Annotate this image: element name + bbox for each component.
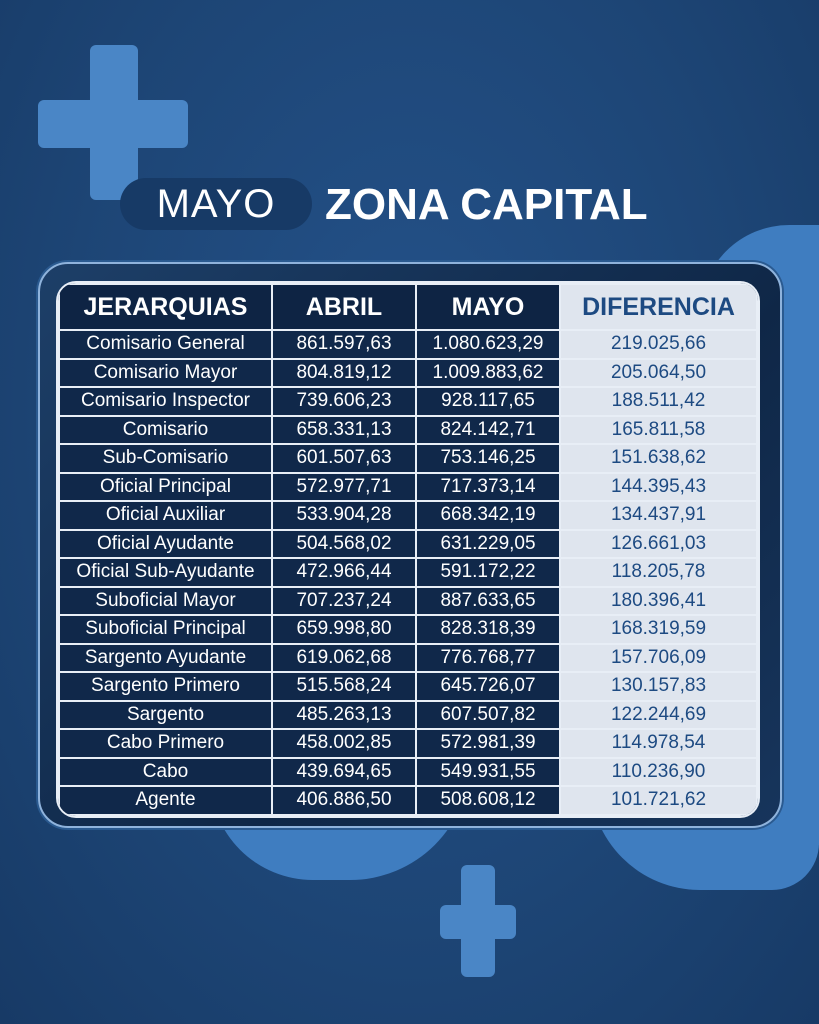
abril-cell: 533.904,28 [271,500,417,531]
diferencia-cell: 205.064,50 [559,357,758,388]
rank-cell: Sargento Ayudante [58,642,273,673]
table-row: Sub-Comisario 601.507,63 753.146,25 151.638… [58,443,758,474]
abril-cell: 659.998,80 [271,614,417,645]
rank-cell: Oficial Sub-Ayudante [58,557,273,588]
table-row: Sargento 485.263,13 607.507,82 122.244,69 [58,699,758,730]
mayo-cell: 549.931,55 [415,756,561,787]
mayo-cell: 591.172,22 [415,557,561,588]
mayo-cell: 508.608,12 [415,785,561,816]
table-row: Oficial Ayudante 504.568,02 631.229,05 126.… [58,528,758,559]
plus-icon [440,865,516,977]
abril-cell: 707.237,24 [271,585,417,616]
table-row: Cabo 439.694,65 549.931,55 110.236,90 [58,756,758,787]
abril-cell: 439.694,65 [271,756,417,787]
mayo-cell: 572.981,39 [415,728,561,759]
rank-cell: Comisario Mayor [58,357,273,388]
mayo-cell: 1.080.623,29 [415,329,561,360]
rank-cell: Comisario General [58,329,273,360]
abril-cell: 601.507,63 [271,443,417,474]
table-row: Suboficial Mayor 707.237,24 887.633,65 180.… [58,585,758,616]
mayo-cell: 668.342,19 [415,500,561,531]
salary-table: JERARQUIAS ABRIL MAYO DIFERENCIA Comisario … [58,283,758,816]
diferencia-cell: 144.395,43 [559,471,758,502]
abril-cell: 406.886,50 [271,785,417,816]
column-header: MAYO [415,283,561,331]
rank-cell: Sargento Primero [58,671,273,702]
table-row: Comisario Mayor 804.819,12 1.009.883,62 205… [58,357,758,388]
diferencia-cell: 219.025,66 [559,329,758,360]
table-row: Oficial Auxiliar 533.904,28 668.342,19 134.… [58,500,758,531]
rank-cell: Oficial Principal [58,471,273,502]
rank-cell: Agente [58,785,273,816]
mayo-cell: 645.726,07 [415,671,561,702]
diferencia-cell: 118.205,78 [559,557,758,588]
plus-icon [38,45,188,200]
abril-cell: 504.568,02 [271,528,417,559]
column-header: JERARQUIAS [58,283,273,331]
rank-cell: Suboficial Mayor [58,585,273,616]
diferencia-cell: 126.661,03 [559,528,758,559]
rank-cell: Comisario [58,414,273,445]
column-header: DIFERENCIA [559,283,758,331]
abril-cell: 861.597,63 [271,329,417,360]
rank-cell: Sub-Comisario [58,443,273,474]
table-row: Cabo Primero 458.002,85 572.981,39 114.978,… [58,728,758,759]
abril-cell: 572.977,71 [271,471,417,502]
rank-cell: Sargento [58,699,273,730]
table-body: Comisario General 861.597,63 1.080.623,29 2… [58,329,758,816]
table-row: Comisario 658.331,13 824.142,71 165.811,58 [58,414,758,445]
diferencia-cell: 114.978,54 [559,728,758,759]
rank-cell: Oficial Ayudante [58,528,273,559]
column-header: ABRIL [271,283,417,331]
page-title: ZONA CAPITAL [325,180,648,229]
diferencia-cell: 165.811,58 [559,414,758,445]
mayo-cell: 824.142,71 [415,414,561,445]
table-header: JERARQUIAS ABRIL MAYO DIFERENCIA [58,283,758,331]
table-row: Agente 406.886,50 508.608,12 101.721,62 [58,785,758,816]
mayo-cell: 776.768,77 [415,642,561,673]
rank-cell: Suboficial Principal [58,614,273,645]
abril-cell: 804.819,12 [271,357,417,388]
mayo-cell: 607.507,82 [415,699,561,730]
abril-cell: 472.966,44 [271,557,417,588]
abril-cell: 739.606,23 [271,386,417,417]
diferencia-cell: 110.236,90 [559,756,758,787]
rank-cell: Cabo [58,756,273,787]
mayo-cell: 1.009.883,62 [415,357,561,388]
abril-cell: 485.263,13 [271,699,417,730]
diferencia-cell: 101.721,62 [559,785,758,816]
table-row: Comisario Inspector 739.606,23 928.117,65 1… [58,386,758,417]
month-pill: MAYO [120,178,312,230]
diferencia-cell: 168.319,59 [559,614,758,645]
mayo-cell: 753.146,25 [415,443,561,474]
diferencia-cell: 122.244,69 [559,699,758,730]
mayo-cell: 717.373,14 [415,471,561,502]
table-row: Comisario General 861.597,63 1.080.623,29 2… [58,329,758,360]
mayo-cell: 828.318,39 [415,614,561,645]
table-row: Sargento Ayudante 619.062,68 776.768,77 157… [58,642,758,673]
table-row: Sargento Primero 515.568,24 645.726,07 130.… [58,671,758,702]
table-row: Suboficial Principal 659.998,80 828.318,39… [58,614,758,645]
table-row: Oficial Sub-Ayudante 472.966,44 591.172,22… [58,557,758,588]
mayo-cell: 631.229,05 [415,528,561,559]
rank-cell: Oficial Auxiliar [58,500,273,531]
table-row: Oficial Principal 572.977,71 717.373,14 144… [58,471,758,502]
diferencia-cell: 134.437,91 [559,500,758,531]
diferencia-cell: 180.396,41 [559,585,758,616]
mayo-cell: 887.633,65 [415,585,561,616]
abril-cell: 619.062,68 [271,642,417,673]
diferencia-cell: 130.157,83 [559,671,758,702]
diferencia-cell: 151.638,62 [559,443,758,474]
abril-cell: 658.331,13 [271,414,417,445]
abril-cell: 515.568,24 [271,671,417,702]
mayo-cell: 928.117,65 [415,386,561,417]
rank-cell: Cabo Primero [58,728,273,759]
abril-cell: 458.002,85 [271,728,417,759]
diferencia-cell: 188.511,42 [559,386,758,417]
rank-cell: Comisario Inspector [58,386,273,417]
diferencia-cell: 157.706,09 [559,642,758,673]
